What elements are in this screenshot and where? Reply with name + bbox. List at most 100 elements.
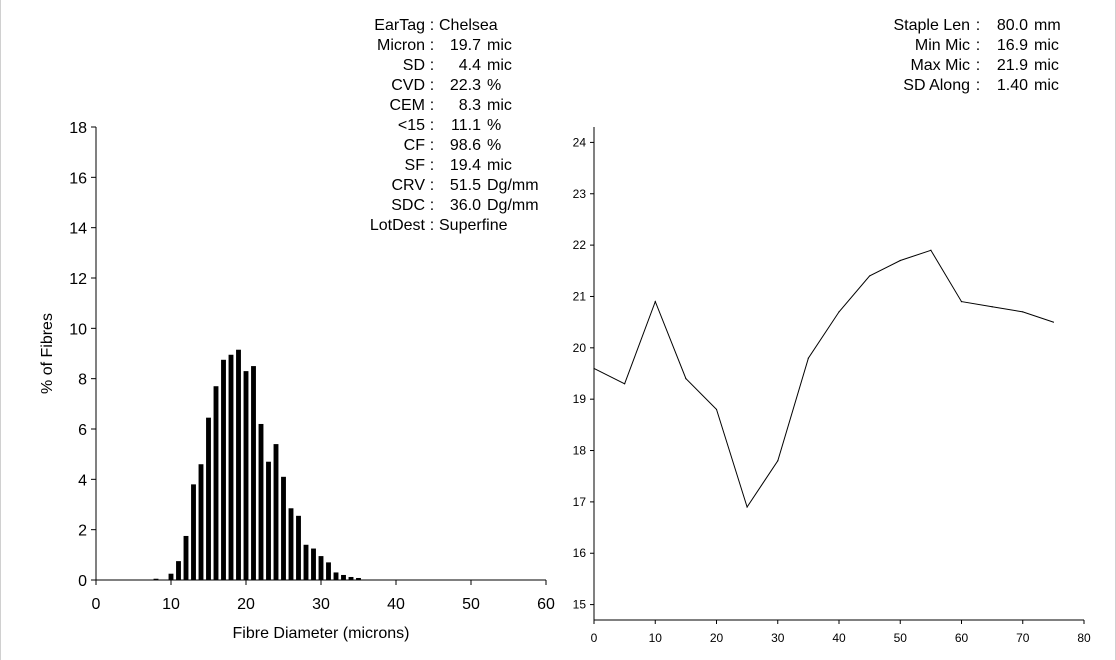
fibre-stat-value: 22.3% <box>439 76 570 96</box>
fibre-stat-unit: % <box>487 77 502 94</box>
staple-stat-label: Min Mic <box>914 37 970 54</box>
staple-stat-row: Staple Len:80.0 mm <box>830 16 1090 36</box>
staple-stat-unit: mic <box>1034 77 1059 94</box>
profile-point <box>1022 311 1024 313</box>
fibre-stat-number: 11.1 <box>451 117 481 134</box>
fibre-stat-unit: mic <box>487 37 512 54</box>
histogram-bar <box>191 484 196 580</box>
fibre-stat-number: 22.3 <box>449 77 481 94</box>
fibre-stat-value: 51.5 Dg/mm <box>439 176 570 196</box>
staple-stat-separator: : <box>975 17 981 34</box>
fibre-stat-separator: : <box>429 217 435 234</box>
staple-stat-unit: mm <box>1034 17 1061 34</box>
y-tick-label: 4 <box>78 472 87 489</box>
profile-point <box>899 259 901 262</box>
staple-stat-row: Min Mic:16.9 mic <box>830 36 1090 56</box>
fibre-stat-label: EarTag <box>374 17 425 34</box>
fibre-stat-unit: Chelsea <box>439 17 498 34</box>
x-tick-label: 30 <box>771 631 785 645</box>
fibre-stat-separator: : <box>429 97 435 114</box>
fibre-stat-label: CEM <box>389 97 425 114</box>
fibre-stat-row: EarTag: Chelsea <box>250 16 570 36</box>
fibre-stat-unit: Superfine <box>439 217 508 234</box>
x-tick-label: 80 <box>1077 631 1091 645</box>
histogram-bar <box>303 544 309 580</box>
histogram-bar <box>206 417 211 580</box>
y-tick-label: 2 <box>78 523 87 540</box>
staple-stat-separator: : <box>975 57 981 74</box>
profile-point <box>869 275 871 277</box>
fibre-stat-label: SDC <box>391 197 425 214</box>
fibre-stat-row: <15:11.1% <box>250 116 570 136</box>
profile-point <box>624 383 626 385</box>
fibre-stat-value: 8.3 mic <box>439 96 570 116</box>
fibre-stat-value: 19.4 mic <box>439 156 570 176</box>
fibre-stat-label: SF <box>404 157 425 174</box>
fibre-stat-label: Micron <box>376 37 425 54</box>
fibre-stat-value: Superfine <box>439 216 570 236</box>
x-tick-label: 0 <box>591 631 598 645</box>
histogram-bar <box>356 577 361 580</box>
profile-point <box>991 306 993 308</box>
fibre-stat-separator: : <box>429 117 435 134</box>
histogram-bar <box>311 548 316 580</box>
staple-stat-label: Staple Len <box>893 17 970 34</box>
y-tick-label: 20 <box>573 341 587 355</box>
x-tick-label: 60 <box>955 631 969 645</box>
fibre-stat-unit: mic <box>487 157 512 174</box>
fibre-stat-row: LotDest: Superfine <box>250 216 570 236</box>
fibre-stat-separator: : <box>429 177 435 194</box>
staple-stat-unit: mic <box>1034 37 1059 54</box>
fibre-stat-unit: % <box>487 137 502 154</box>
fibre-stat-unit: mic <box>487 97 512 114</box>
y-tick-label: 18 <box>573 444 587 458</box>
profile-point <box>593 367 595 369</box>
x-tick-label: 20 <box>710 631 724 645</box>
profile-point <box>930 249 932 251</box>
staple-stat-label: Max Mic <box>910 57 970 74</box>
staple-stat-number: 80.0 <box>996 17 1028 34</box>
histogram-bar <box>221 359 226 580</box>
x-tick-label: 20 <box>237 596 255 613</box>
profile-point <box>654 301 656 303</box>
histogram-bar <box>168 573 174 580</box>
staple-stat-value: 1.40 mic <box>986 76 1090 96</box>
fibre-stat-row: CVD:22.3% <box>250 76 570 96</box>
histogram-bar <box>243 371 249 580</box>
staple-stat-row: SD Along:1.40 mic <box>830 76 1090 96</box>
fibre-stat-unit: % <box>487 117 502 134</box>
x-tick-label: 10 <box>649 631 663 645</box>
fibre-stat-number: 36.0 <box>449 197 481 214</box>
x-tick-label: 40 <box>387 596 405 613</box>
x-tick-label: 70 <box>1016 631 1030 645</box>
staple-stat-unit: mic <box>1034 57 1059 74</box>
histogram-bar <box>213 386 219 580</box>
y-tick-label: 24 <box>573 135 587 149</box>
staple-stat-number: 16.9 <box>996 37 1028 54</box>
fibre-stat-number: 98.6 <box>449 137 481 154</box>
staple-stat-number: 21.9 <box>996 57 1028 74</box>
staple-stat-number: 1.40 <box>996 77 1028 94</box>
fibre-stat-separator: : <box>429 37 435 54</box>
fibre-stat-value: 98.6% <box>439 136 570 156</box>
histogram-bar <box>266 461 271 580</box>
fibre-stat-label: SD <box>402 57 425 74</box>
micron-profile-line <box>593 249 1054 509</box>
profile-point <box>685 378 687 380</box>
y-tick-label: 22 <box>573 238 587 252</box>
histogram-bar <box>198 464 204 580</box>
histogram-bar <box>281 476 286 580</box>
histogram-bar <box>326 562 331 580</box>
fibre-stat-row: Micron:19.7 mic <box>250 36 570 56</box>
histogram-bar <box>296 515 301 580</box>
x-tick-label: 50 <box>894 631 908 645</box>
staple-stat-value: 21.9 mic <box>986 56 1090 76</box>
fibre-stat-value: Chelsea <box>439 16 570 36</box>
y-tick-label: 21 <box>573 289 587 303</box>
x-tick-label: 50 <box>462 596 480 613</box>
histogram-bar <box>288 508 294 580</box>
fibre-stats-panel: EarTag: Chelsea Micron:19.7 mic SD:4.4 mic CVD… <box>250 16 570 236</box>
profile-point <box>715 408 718 411</box>
fibre-stat-number: 19.4 <box>449 157 481 174</box>
